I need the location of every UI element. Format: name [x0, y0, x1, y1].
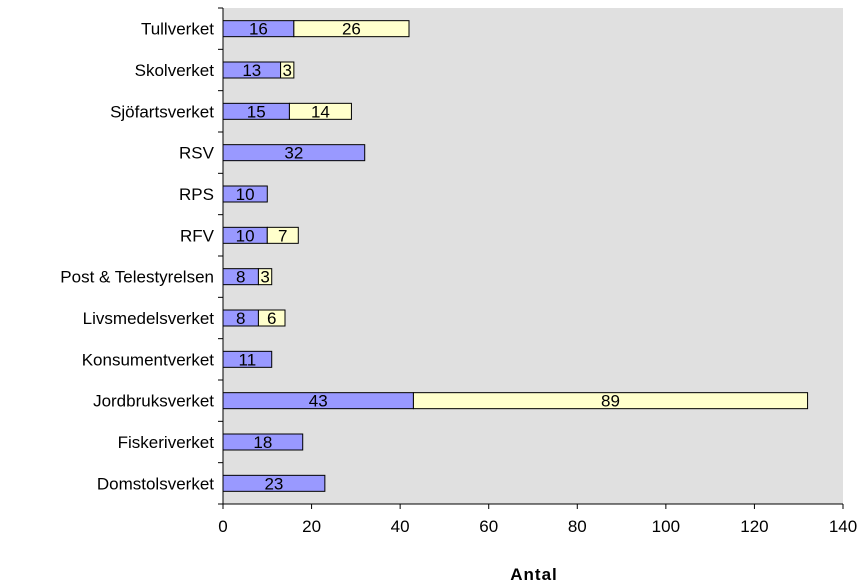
category-label: RFV	[180, 226, 215, 245]
data-label: 13	[242, 61, 261, 80]
data-label: 15	[247, 102, 266, 121]
category-label: Jordbruksverket	[93, 392, 214, 411]
data-label: 14	[311, 102, 330, 121]
category-label: RSV	[179, 144, 215, 163]
category-label: Fiskeriverket	[118, 433, 215, 452]
data-label: 43	[309, 392, 328, 411]
x-tick-label: 100	[652, 517, 680, 536]
data-label: 8	[236, 268, 245, 287]
data-label: 8	[236, 309, 245, 328]
bar-segment	[257, 268, 273, 286]
bar-segment	[257, 309, 286, 327]
category-label: Sjöfartsverket	[110, 102, 214, 121]
data-label: 7	[278, 226, 287, 245]
data-label: 23	[264, 474, 283, 493]
category-label: Tullverket	[141, 20, 214, 39]
data-label: 3	[282, 61, 291, 80]
data-label: 89	[601, 392, 620, 411]
x-axis-title: Antal	[510, 565, 558, 581]
category-label: RPS	[179, 185, 214, 204]
data-label: 18	[253, 433, 272, 452]
bar-segment	[288, 102, 352, 120]
plot-area	[223, 8, 843, 504]
x-tick-label: 140	[829, 517, 857, 536]
category-label: Konsumentverket	[82, 350, 215, 369]
data-label: 10	[236, 226, 255, 245]
category-label: Skolverket	[135, 61, 215, 80]
category-label: Livsmedelsverket	[83, 309, 215, 328]
x-tick-label: 120	[740, 517, 768, 536]
x-tick-label: 40	[391, 517, 410, 536]
data-label: 10	[236, 185, 255, 204]
data-label: 26	[342, 20, 361, 39]
category-label: Domstolsverket	[97, 474, 214, 493]
bar-segment	[280, 61, 295, 79]
bar-segment	[266, 226, 299, 244]
x-tick-label: 20	[302, 517, 321, 536]
bar-segment	[293, 20, 410, 38]
data-label: 32	[284, 144, 303, 163]
x-tick-label: 0	[218, 517, 227, 536]
bar-segment	[412, 392, 809, 410]
data-label: 3	[260, 268, 269, 287]
data-label: 16	[249, 20, 268, 39]
category-label: Post & Telestyrelsen	[60, 268, 214, 287]
data-label: 11	[239, 350, 257, 369]
data-label: 6	[267, 309, 276, 328]
x-tick-label: 80	[568, 517, 587, 536]
x-tick-label: 60	[479, 517, 498, 536]
